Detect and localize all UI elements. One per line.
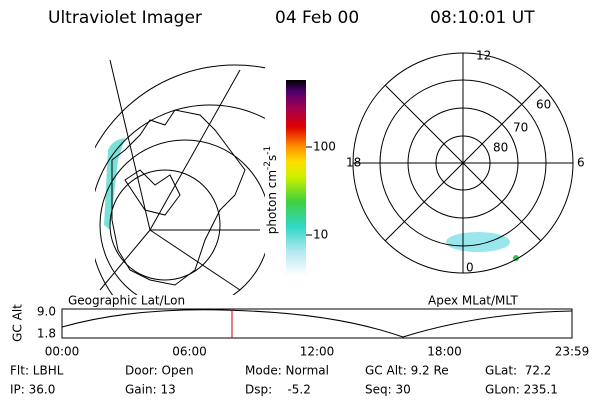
instrument: Ultraviolet Imager: [48, 8, 202, 28]
lat-label: 70: [513, 121, 528, 135]
mlt-label: 6: [577, 156, 585, 170]
unit-part: -1: [263, 146, 273, 155]
time-label: 00:00: [45, 345, 80, 359]
colorbar: [286, 80, 306, 276]
altitude-curve: [61, 309, 573, 338]
panel-label: Geographic Lat/Lon: [68, 294, 185, 308]
mlt-label: 0: [466, 261, 474, 275]
geo-map: [95, 59, 265, 295]
lat-label: 80: [493, 141, 508, 155]
info-field: GLon: 235.1: [485, 383, 558, 397]
lat-label: 60: [536, 98, 551, 112]
altitude-frame: [61, 308, 573, 339]
info-field: IP: 36.0: [10, 383, 55, 397]
unit-part: photon cm: [265, 170, 279, 234]
time-label: 06:00: [172, 345, 207, 359]
polar-plot: [352, 52, 574, 274]
colorbar-tick-label: 10: [313, 228, 328, 242]
time: 08:10:01 UT: [430, 8, 535, 28]
time-label: 23:59: [555, 345, 590, 359]
colorbar-tick-label: 100: [313, 140, 336, 154]
alt-label: 9.0: [37, 305, 56, 319]
unit-part: s: [265, 155, 279, 161]
info-field: GLat: 72.2: [485, 364, 551, 378]
info-field: Door: Open: [125, 364, 194, 378]
unit-part: -2: [263, 161, 273, 170]
info-field: Dsp: -5.2: [245, 383, 311, 397]
colorbar-unit: photon cm-2s-1: [263, 146, 279, 235]
info-field: Flt: LBHL: [10, 364, 64, 378]
info-field: Mode: Normal: [245, 364, 329, 378]
time-label: 18:00: [427, 345, 462, 359]
info-field: GC Alt: 9.2 Re: [365, 364, 449, 378]
alt-axis-label: GC Alt: [11, 304, 25, 342]
panel-label: Apex MLat/MLT: [428, 294, 518, 308]
date: 04 Feb 00: [275, 8, 359, 28]
alt-label: 1.8: [37, 327, 56, 341]
mlt-label: 18: [346, 156, 361, 170]
mlt-label: 12: [476, 49, 491, 63]
info-field: Seq: 30: [365, 383, 411, 397]
info-field: Gain: 13: [125, 383, 176, 397]
time-label: 12:00: [300, 345, 335, 359]
